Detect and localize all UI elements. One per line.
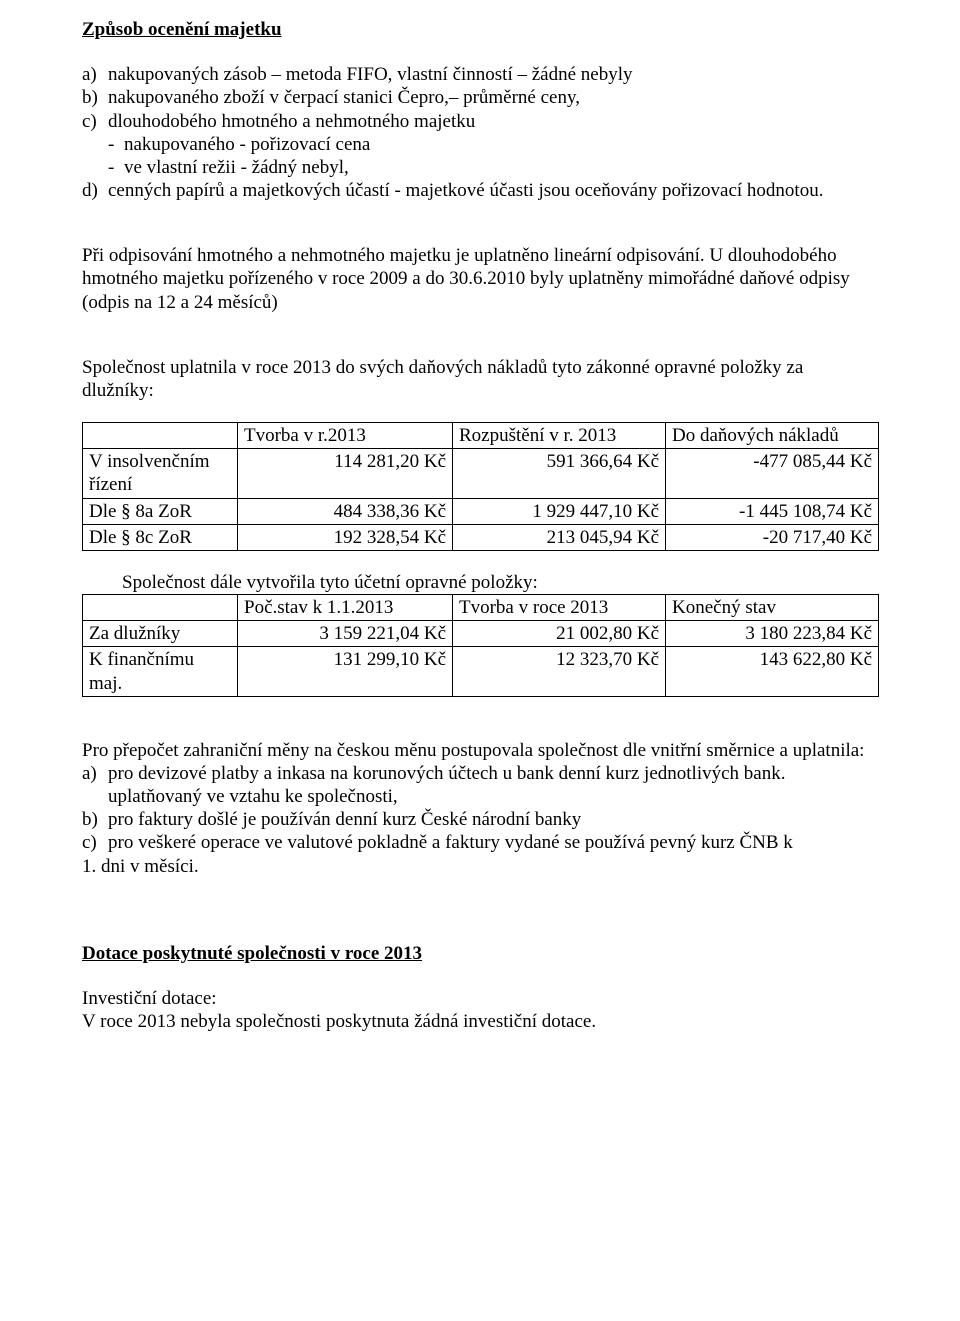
table-cell-value: 3 180 223,84 Kč: [666, 621, 879, 647]
table-row: Dle § 8a ZoR 484 338,36 Kč 1 929 447,10 …: [83, 498, 879, 524]
table-row: Dle § 8c ZoR 192 328,54 Kč 213 045,94 Kč…: [83, 524, 879, 550]
table-header-danove: Do daňových nákladů: [666, 423, 879, 449]
table-cell-value: 213 045,94 Kč: [453, 524, 666, 550]
table-row: Tvorba v r.2013 Rozpuštění v r. 2013 Do …: [83, 423, 879, 449]
para-inv-text: V roce 2013 nebyla společnosti poskytnut…: [82, 1010, 878, 1033]
table-ucetni-opravne: Poč.stav k 1.1.2013 Tvorba v roce 2013 K…: [82, 594, 879, 697]
table-header-tvorba: Tvorba v r.2013: [238, 423, 453, 449]
table-cell-value: -1 445 108,74 Kč: [666, 498, 879, 524]
list-text: pro devizové platby a inkasa na korunový…: [108, 762, 878, 808]
table-cell-value: 21 002,80 Kč: [453, 621, 666, 647]
table-row: K finančnímu maj. 131 299,10 Kč 12 323,7…: [83, 647, 879, 696]
table-danove-opravne: Tvorba v r.2013 Rozpuštění v r. 2013 Do …: [82, 422, 879, 551]
list-subtext: nakupovaného - pořizovací cena: [124, 133, 370, 156]
table-cell-value: 591 366,64 Kč: [453, 449, 666, 498]
table-row: Za dlužníky 3 159 221,04 Kč 21 002,80 Kč…: [83, 621, 879, 647]
list-text: pro faktury došlé je používán denní kurz…: [108, 808, 878, 831]
table-header-tvorba: Tvorba v roce 2013: [453, 595, 666, 621]
list-marker: b): [82, 808, 108, 831]
table-row: Poč.stav k 1.1.2013 Tvorba v roce 2013 K…: [83, 595, 879, 621]
table-cell-value: -477 085,44 Kč: [666, 449, 879, 498]
table-cell-label: K finančnímu maj.: [83, 647, 238, 696]
table-cell-label: Za dlužníky: [83, 621, 238, 647]
table-header-konecny: Konečný stav: [666, 595, 879, 621]
list-mena: a) pro devizové platby a inkasa na korun…: [82, 762, 878, 855]
para-opravne-intro: Společnost uplatnila v roce 2013 do svýc…: [82, 356, 878, 402]
table-cell-value: 484 338,36 Kč: [238, 498, 453, 524]
table-row: V insolvenčním řízení 114 281,20 Kč 591 …: [83, 449, 879, 498]
list-item-c2: c) pro veškeré operace ve valutové pokla…: [82, 831, 878, 854]
list-marker: d): [82, 179, 108, 202]
list-marker: b): [82, 86, 108, 109]
list-marker: a): [82, 762, 108, 808]
list-item-b: b) nakupovaného zboží v čerpací stanici …: [82, 86, 878, 109]
list-subtext: ve vlastní režii - žádný nebyl,: [124, 156, 349, 179]
table-header-rozpusteni: Rozpuštění v r. 2013: [453, 423, 666, 449]
table-cell-label: V insolvenčním řízení: [83, 449, 238, 498]
table-cell-value: 131 299,10 Kč: [238, 647, 453, 696]
list-item-d: d) cenných papírů a majetkových účastí -…: [82, 179, 878, 202]
list-text: nakupovaných zásob – metoda FIFO, vlastn…: [108, 63, 878, 86]
table-cell-value: -20 717,40 Kč: [666, 524, 879, 550]
list-item-c-sub: - nakupovaného - pořizovací cena - ve vl…: [82, 133, 878, 179]
list-marker: a): [82, 63, 108, 86]
list-text: pro veškeré operace ve valutové pokladně…: [108, 831, 878, 854]
table-header-pocstav: Poč.stav k 1.1.2013: [238, 595, 453, 621]
table-cell-label: Dle § 8c ZoR: [83, 524, 238, 550]
table-cell-value: 3 159 221,04 Kč: [238, 621, 453, 647]
dash-marker: -: [108, 156, 124, 179]
table-cell-value: 192 328,54 Kč: [238, 524, 453, 550]
table-cell-label: Dle § 8a ZoR: [83, 498, 238, 524]
dash-marker: -: [108, 133, 124, 156]
heading-oceneni: Způsob ocenění majetku: [82, 18, 878, 41]
para-dni: 1. dni v měsíci.: [82, 855, 878, 878]
list-text: cenných papírů a majetkových účastí - ma…: [108, 179, 878, 202]
list-text: dlouhodobého hmotného a nehmotného majet…: [108, 110, 878, 133]
list-oceneni: a) nakupovaných zásob – metoda FIFO, vla…: [82, 63, 878, 202]
list-item-b2: b) pro faktury došlé je používán denní k…: [82, 808, 878, 831]
para-inv-label: Investiční dotace:: [82, 987, 878, 1010]
table-cell-value: 143 622,80 Kč: [666, 647, 879, 696]
list-item-a: a) nakupovaných zásob – metoda FIFO, vla…: [82, 63, 878, 86]
para-odpisovani: Při odpisování hmotného a nehmotného maj…: [82, 244, 878, 314]
heading-dotace: Dotace poskytnuté společnosti v roce 201…: [82, 942, 878, 965]
table-cell-empty: [83, 595, 238, 621]
list-marker: c): [82, 831, 108, 854]
table-cell-value: 1 929 447,10 Kč: [453, 498, 666, 524]
table-cell-value: 12 323,70 Kč: [453, 647, 666, 696]
list-marker: c): [82, 110, 108, 133]
table-cell-value: 114 281,20 Kč: [238, 449, 453, 498]
table-cell-empty: [83, 423, 238, 449]
para-mena-intro: Pro přepočet zahraniční měny na českou m…: [82, 739, 878, 762]
list-text: nakupovaného zboží v čerpací stanici Čep…: [108, 86, 878, 109]
list-item-c: c) dlouhodobého hmotného a nehmotného ma…: [82, 110, 878, 133]
para-ucetni-intro: Společnost dále vytvořila tyto účetní op…: [82, 571, 878, 594]
list-item-a2: a) pro devizové platby a inkasa na korun…: [82, 762, 878, 808]
